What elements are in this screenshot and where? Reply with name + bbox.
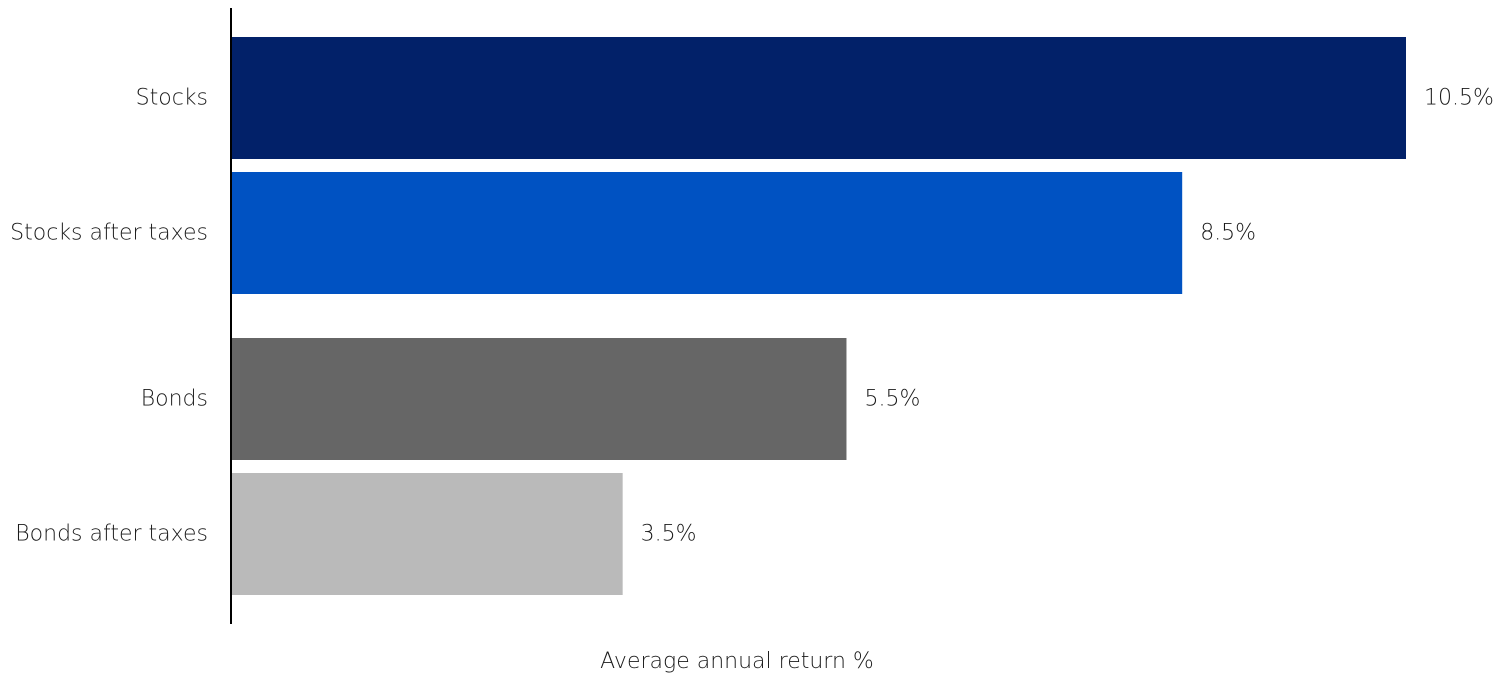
value-label-stocks: 10.5% <box>1424 86 1494 111</box>
bar-stocks <box>231 37 1406 159</box>
bar-bonds-after-taxes <box>231 473 623 595</box>
value-label-stocks-after-taxes: 8.5% <box>1200 221 1256 246</box>
labels-layer: Stocks 10.5% Stocks after taxes 8.5% Bonds 5.… <box>10 86 1494 547</box>
bar-bonds <box>231 338 847 460</box>
value-label-bonds: 5.5% <box>864 387 920 412</box>
category-label-bonds-after-taxes: Bonds after taxes <box>15 522 208 547</box>
bar-stocks-after-taxes <box>231 172 1183 294</box>
category-label-stocks: Stocks <box>136 86 208 111</box>
x-axis-title: Average annual return % <box>600 649 874 674</box>
category-label-stocks-after-taxes: Stocks after taxes <box>10 221 208 246</box>
bars-layer <box>231 37 1406 595</box>
value-label-bonds-after-taxes: 3.5% <box>641 522 697 547</box>
category-label-bonds: Bonds <box>141 387 208 412</box>
